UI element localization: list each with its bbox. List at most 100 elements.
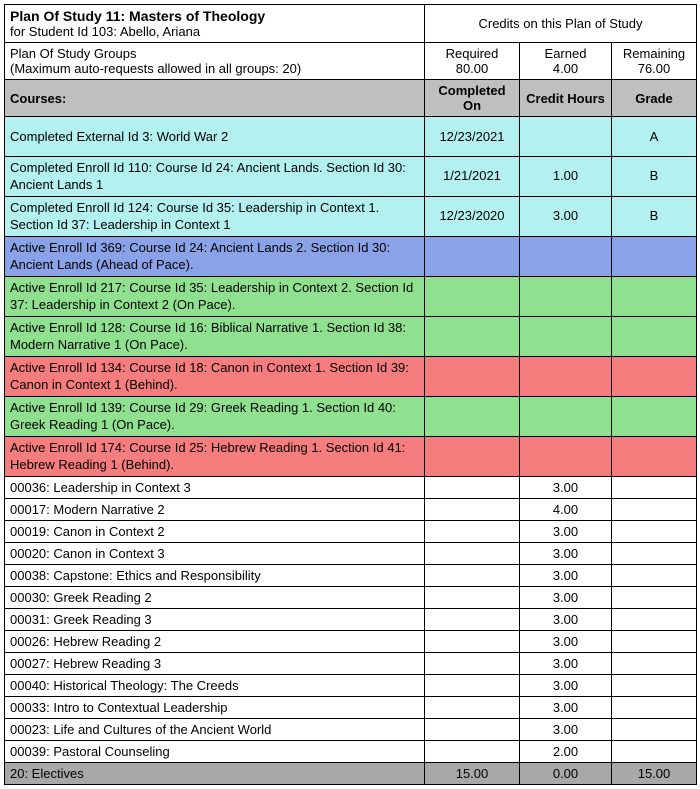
grade-cell [612, 397, 697, 437]
completed-on-cell [425, 741, 520, 763]
table-row: Completed External Id 3: World War 212/2… [5, 117, 697, 157]
credit-hours-cell: 3.00 [520, 477, 612, 499]
grade-cell [612, 565, 697, 587]
section-header-row: Courses: Completed On Credit Hours Grade [5, 80, 697, 117]
credit-hours-cell: 3.00 [520, 587, 612, 609]
table-row: 00020: Canon in Context 33.00 [5, 543, 697, 565]
credit-hours-label: Credit Hours [520, 80, 612, 117]
credit-hours-cell: 3.00 [520, 609, 612, 631]
table-row: Active Enroll Id 174: Course Id 25: Hebr… [5, 437, 697, 477]
credit-hours-cell [520, 397, 612, 437]
header-row-groups: Plan Of Study Groups (Maximum auto-reque… [5, 43, 697, 80]
grade-cell: B [612, 197, 697, 237]
course-cell: 00038: Capstone: Ethics and Responsibili… [5, 565, 425, 587]
earned-cell: Earned 4.00 [520, 43, 612, 80]
credit-hours-cell: 1.00 [520, 157, 612, 197]
grade-cell [612, 719, 697, 741]
plan-title-cell: Plan Of Study 11: Masters of Theology fo… [5, 5, 425, 43]
table-row: 00039: Pastoral Counseling2.00 [5, 741, 697, 763]
course-cell: 00027: Hebrew Reading 3 [5, 653, 425, 675]
table-row: Active Enroll Id 139: Course Id 29: Gree… [5, 397, 697, 437]
course-cell: Active Enroll Id 128: Course Id 16: Bibl… [5, 317, 425, 357]
grade-cell [612, 317, 697, 357]
completed-on-cell [425, 587, 520, 609]
course-cell: 00033: Intro to Contextual Leadership [5, 697, 425, 719]
completed-on-cell [425, 609, 520, 631]
completed-on-label: Completed On [425, 80, 520, 117]
course-cell: 00020: Canon in Context 3 [5, 543, 425, 565]
grade-cell [612, 499, 697, 521]
remaining-value: 76.00 [638, 61, 671, 76]
courses-label: Courses: [5, 80, 425, 117]
credit-hours-cell [520, 117, 612, 157]
completed-on-cell [425, 653, 520, 675]
credit-hours-cell [520, 357, 612, 397]
groups-cell: Plan Of Study Groups (Maximum auto-reque… [5, 43, 425, 80]
course-cell: Completed Enroll Id 110: Course Id 24: A… [5, 157, 425, 197]
required-value: 80.00 [456, 61, 489, 76]
credit-hours-cell: 3.00 [520, 697, 612, 719]
course-cell: 00039: Pastoral Counseling [5, 741, 425, 763]
grade-cell [612, 521, 697, 543]
grade-label: Grade [612, 80, 697, 117]
credit-hours-cell: 3.00 [520, 197, 612, 237]
header-row-title: Plan Of Study 11: Masters of Theology fo… [5, 5, 697, 43]
table-row: Active Enroll Id 217: Course Id 35: Lead… [5, 277, 697, 317]
completed-on-cell [425, 357, 520, 397]
grade-cell [612, 437, 697, 477]
credit-hours-cell [520, 437, 612, 477]
course-cell: Completed External Id 3: World War 2 [5, 117, 425, 157]
credit-hours-cell: 3.00 [520, 675, 612, 697]
plan-of-study-table: Plan Of Study 11: Masters of Theology fo… [4, 4, 697, 785]
table-row: 00030: Greek Reading 2 3.00 [5, 587, 697, 609]
course-cell: 00031: Greek Reading 3 [5, 609, 425, 631]
table-row: 00031: Greek Reading 3 3.00 [5, 609, 697, 631]
table-row: 00027: Hebrew Reading 3 3.00 [5, 653, 697, 675]
remaining-label: Remaining [623, 46, 685, 61]
table-row: Active Enroll Id 128: Course Id 16: Bibl… [5, 317, 697, 357]
completed-on-cell [425, 477, 520, 499]
credit-hours-cell [520, 277, 612, 317]
grade-cell [612, 675, 697, 697]
table-row: 00017: Modern Narrative 24.00 [5, 499, 697, 521]
completed-on-cell [425, 719, 520, 741]
required-cell: Required 80.00 [425, 43, 520, 80]
course-cell: 00019: Canon in Context 2 [5, 521, 425, 543]
table-row: 00033: Intro to Contextual Leadership 3.0… [5, 697, 697, 719]
course-cell: 00026: Hebrew Reading 2 [5, 631, 425, 653]
credits-label: Credits on this Plan of Study [425, 5, 697, 43]
table-row: 20: Electives15.000.0015.00 [5, 763, 697, 785]
plan-title: Plan Of Study 11: Masters of Theology [10, 8, 265, 24]
table-row: Completed Enroll Id 124: Course Id 35: L… [5, 197, 697, 237]
grade-cell [612, 237, 697, 277]
required-label: Required [446, 46, 499, 61]
completed-on-cell [425, 397, 520, 437]
grade-cell [612, 357, 697, 397]
credit-hours-cell: 0.00 [520, 763, 612, 785]
completed-on-cell: 1/21/2021 [425, 157, 520, 197]
completed-on-cell [425, 565, 520, 587]
grade-cell [612, 587, 697, 609]
table-row: 00040: Historical Theology: The Creeds3.… [5, 675, 697, 697]
groups-line2: (Maximum auto-requests allowed in all gr… [10, 61, 301, 76]
grade-cell [612, 741, 697, 763]
credit-hours-cell: 3.00 [520, 653, 612, 675]
earned-value: 4.00 [553, 61, 578, 76]
grade-cell [612, 697, 697, 719]
grade-cell: A [612, 117, 697, 157]
completed-on-cell [425, 521, 520, 543]
credit-hours-cell: 3.00 [520, 565, 612, 587]
completed-on-cell [425, 543, 520, 565]
table-row: 00026: Hebrew Reading 23.00 [5, 631, 697, 653]
completed-on-cell [425, 631, 520, 653]
grade-cell [612, 477, 697, 499]
student-line: for Student Id 103: Abello, Ariana [10, 24, 200, 39]
course-cell: Completed Enroll Id 124: Course Id 35: L… [5, 197, 425, 237]
completed-on-cell [425, 277, 520, 317]
table-row: 00038: Capstone: Ethics and Responsibili… [5, 565, 697, 587]
course-cell: Active Enroll Id 369: Course Id 24: Anci… [5, 237, 425, 277]
grade-cell [612, 653, 697, 675]
credit-hours-cell: 3.00 [520, 719, 612, 741]
table-row: 00023: Life and Cultures of the Ancient … [5, 719, 697, 741]
course-cell: 00030: Greek Reading 2 [5, 587, 425, 609]
